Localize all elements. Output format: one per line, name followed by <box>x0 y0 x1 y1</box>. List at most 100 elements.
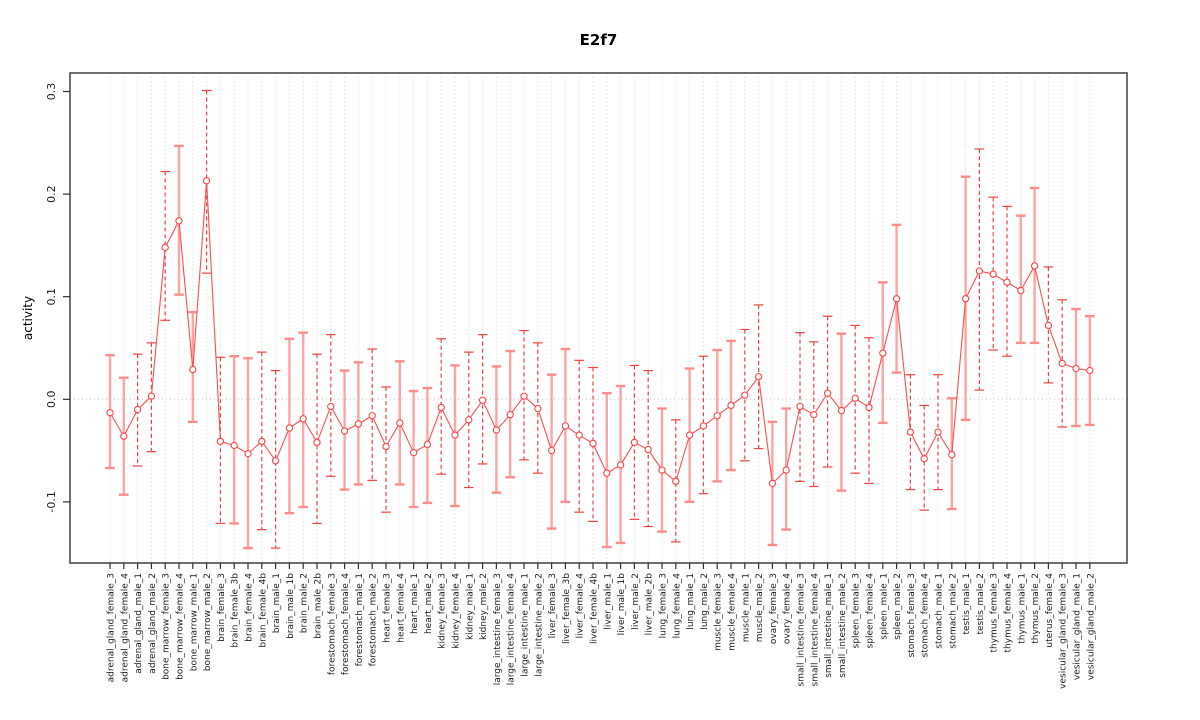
x-axis-ticks <box>109 563 1091 569</box>
data-point <box>851 394 859 402</box>
y-tick-label: 0.1 <box>45 288 58 306</box>
x-tick-label: brain_female_3b <box>231 573 241 648</box>
data-point <box>823 389 832 397</box>
x-tick-label: thymus_female_4 <box>1004 573 1014 653</box>
series-line <box>109 180 1090 485</box>
data-point <box>589 439 597 448</box>
data-point <box>175 217 183 225</box>
data-point <box>1086 366 1094 375</box>
x-tick-label: thymus_male_1 <box>1017 573 1027 644</box>
data-point <box>1030 262 1039 270</box>
x-tick-label: liver_male_1 <box>603 573 613 630</box>
data-point <box>465 416 473 424</box>
x-tick-label: lung_female_3 <box>659 573 669 638</box>
data-point <box>754 373 763 381</box>
data-point <box>630 438 639 447</box>
data-point <box>327 402 335 411</box>
data-point <box>1072 364 1080 373</box>
x-tick-label: liver_male_2b <box>645 573 655 636</box>
data-point <box>437 403 445 412</box>
x-tick-label: lung_female_4 <box>672 573 682 639</box>
y-tick-label: 0.0 <box>45 391 58 409</box>
data-point <box>768 479 777 488</box>
data-point <box>920 455 928 463</box>
data-point <box>975 267 984 275</box>
x-tick-label: stomach_male_1 <box>935 573 945 649</box>
data-point <box>699 422 708 430</box>
x-tick-label: testis_male_2 <box>976 573 986 635</box>
x-tick-label: kidney_male_1 <box>465 573 475 640</box>
data-point <box>244 450 252 458</box>
data-point <box>106 408 114 417</box>
data-point <box>258 437 266 446</box>
x-tick-label: muscle_male_2 <box>755 573 765 642</box>
x-tick-label: large_intestine_male_2 <box>534 573 544 677</box>
x-tick-label: heart_male_2 <box>424 573 434 634</box>
x-tick-label: heart_male_1 <box>410 573 420 634</box>
x-tick-label: lung_male_2 <box>700 573 710 630</box>
x-tick-label: kidney_female_4 <box>452 573 462 649</box>
x-tick-label: vesicular_gland_male_1 <box>1073 573 1083 680</box>
data-point <box>837 406 846 415</box>
data-point <box>506 411 514 419</box>
x-tick-label: uterus_female_4 <box>1045 573 1055 648</box>
data-point <box>396 419 404 427</box>
x-tick-label: spleen_male_2 <box>893 573 903 640</box>
data-point <box>603 469 611 477</box>
x-tick-label: small_intestine_male_2 <box>838 573 848 678</box>
x-tick-label: liver_male_1b <box>617 573 627 636</box>
x-tick-label: small_intestine_female_3 <box>797 573 807 686</box>
x-tick-label: muscle_male_1 <box>741 573 751 642</box>
data-point <box>934 428 942 436</box>
data-point <box>1058 359 1066 368</box>
x-tick-label: brain_male_2b <box>314 573 324 639</box>
data-point <box>575 431 583 439</box>
x-tick-label: brain_female_4 <box>245 573 255 642</box>
data-point <box>644 445 652 454</box>
plot-box <box>69 72 1128 564</box>
x-tick-label: brain_male_2 <box>300 573 310 633</box>
data-point <box>1044 321 1053 330</box>
data-point <box>120 432 128 440</box>
x-tick-label: lung_male_1 <box>686 573 696 630</box>
x-tick-label: thymus_male_2 <box>1031 573 1041 644</box>
x-tick-labels: adrenal_gland_female_3 adrenal_gland_fema… <box>107 573 1097 689</box>
x-tick-label: spleen_male_1 <box>879 573 889 640</box>
data-point <box>451 431 459 439</box>
x-tick-label: stomach_female_4 <box>921 573 931 658</box>
y-tick-labels: -0.1 0.0 0.1 0.2 0.3 <box>45 83 58 513</box>
x-tick-label: ovary_female_4 <box>783 573 793 644</box>
x-tick-label: stomach_female_3 <box>907 573 917 657</box>
data-point <box>520 392 528 400</box>
data-point <box>492 426 501 434</box>
data-point <box>961 295 970 303</box>
data-point <box>948 451 956 459</box>
x-tick-label: liver_female_4b <box>590 573 600 644</box>
x-tick-label: forestomach_male_2 <box>369 573 379 666</box>
x-tick-label: testis_male_1 <box>962 573 972 635</box>
x-tick-label: spleen_female_4 <box>866 573 876 649</box>
data-point <box>865 403 873 412</box>
x-tick-label: brain_female_4b <box>258 573 268 648</box>
y-tick-label: 0.2 <box>45 185 58 203</box>
x-tick-label: bone_marrow_female_4 <box>176 573 186 680</box>
y-tick-label: 0.3 <box>45 83 58 101</box>
x-tick-label: liver_female_3b <box>562 573 572 644</box>
data-point <box>989 270 997 278</box>
data-points <box>106 177 1094 488</box>
data-point <box>354 420 363 428</box>
data-point <box>782 466 790 474</box>
x-tick-label: bone_marrow_female_3 <box>162 573 172 680</box>
data-point <box>382 442 390 451</box>
chart-title: E2f7 <box>579 31 618 49</box>
y-axis-ticks <box>63 90 70 503</box>
x-tick-label: large_intestine_male_1 <box>521 573 531 677</box>
x-tick-label: forestomach_female_4 <box>341 573 351 675</box>
activity-line <box>109 180 1090 485</box>
data-point <box>547 446 556 455</box>
data-point <box>340 427 349 435</box>
data-point <box>672 477 680 486</box>
x-tick-label: small_intestine_male_1 <box>824 573 834 678</box>
data-point <box>423 440 432 449</box>
data-point <box>658 466 666 474</box>
